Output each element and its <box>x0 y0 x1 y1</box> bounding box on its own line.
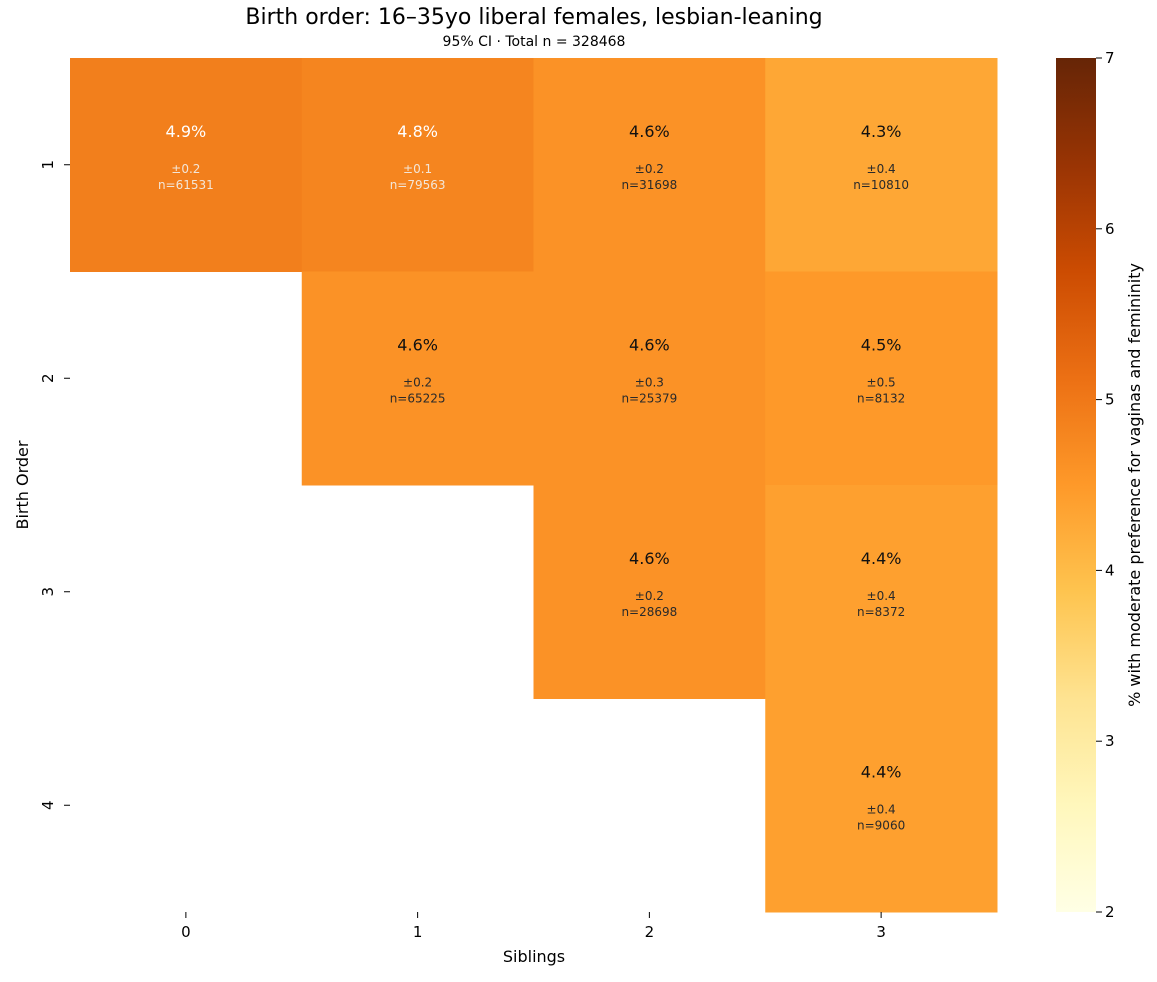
y-tick-label: 4 <box>39 800 57 810</box>
cell-ci-label: ±0.4 <box>867 589 896 603</box>
colorbar-ticks: 2 3 4 5 6 7 <box>1096 49 1115 921</box>
chart-title: Birth order: 16–35yo liberal females, le… <box>245 5 822 30</box>
cell-value-label: 4.6% <box>397 336 438 355</box>
cell-ci-label: ±0.4 <box>867 162 896 176</box>
heatmap-cell-rect <box>70 58 303 272</box>
heatmap-cell: 4.8% ±0.1 n=79563 <box>301 58 534 272</box>
cell-ci-label: ±0.5 <box>867 376 896 390</box>
heatmap-cell: 4.5% ±0.5 n=8132 <box>765 271 998 486</box>
heatmap-cell-rect <box>301 58 534 272</box>
heatmap-cell: 4.4% ±0.4 n=9060 <box>765 698 998 913</box>
cell-ci-label: ±0.1 <box>403 162 432 176</box>
cell-value-label: 4.4% <box>861 549 902 568</box>
y-tick-label: 1 <box>39 160 57 170</box>
heatmap-cell-rect <box>533 271 766 486</box>
heatmap-cell: 4.6% ±0.2 n=28698 <box>533 485 766 699</box>
heatmap-cell: 4.6% ±0.2 n=31698 <box>533 58 766 272</box>
heatmap-cell-rect <box>533 58 766 272</box>
cell-ci-label: ±0.2 <box>171 162 200 176</box>
cell-value-label: 4.4% <box>861 763 902 782</box>
cell-value-label: 4.6% <box>629 122 670 141</box>
cell-value-label: 4.9% <box>166 122 207 141</box>
heatmap-cell-rect <box>765 271 998 486</box>
cell-value-label: 4.6% <box>629 336 670 355</box>
x-tick-label: 0 <box>181 923 191 941</box>
heatmap-cell-rect <box>533 485 766 699</box>
cell-ci-label: ±0.2 <box>635 589 664 603</box>
colorbar-label: % with moderate preference for vaginas a… <box>1125 263 1144 707</box>
x-tick-label: 1 <box>413 923 423 941</box>
heatmap-cell: 4.6% ±0.2 n=65225 <box>301 271 534 486</box>
cell-n-label: n=8372 <box>857 605 905 619</box>
cell-n-label: n=28698 <box>621 605 677 619</box>
x-axis-ticks: 0 1 2 3 <box>181 912 886 941</box>
heatmap-cell-rect <box>765 58 998 272</box>
cell-value-label: 4.8% <box>397 122 438 141</box>
colorbar-tick-label: 2 <box>1105 903 1115 921</box>
heatmap-cells: 4.9% ±0.2 n=61531 4.8% ±0.1 n=79563 4.6% ±0.2 n=… <box>70 58 998 913</box>
cell-n-label: n=10810 <box>853 178 909 192</box>
heatmap-cell: 4.4% ±0.4 n=8372 <box>765 485 998 699</box>
colorbar-tick-label: 5 <box>1105 391 1115 409</box>
y-tick-label: 3 <box>39 587 57 597</box>
colorbar <box>1056 58 1096 912</box>
cell-ci-label: ±0.3 <box>635 376 664 390</box>
cell-ci-label: ±0.2 <box>635 162 664 176</box>
cell-n-label: n=9060 <box>857 819 905 833</box>
x-tick-label: 3 <box>876 923 886 941</box>
colorbar-tick-label: 7 <box>1105 49 1115 67</box>
colorbar-tick-label: 6 <box>1105 220 1115 238</box>
cell-n-label: n=31698 <box>621 178 677 192</box>
x-tick-label: 2 <box>645 923 655 941</box>
cell-n-label: n=25379 <box>621 392 677 406</box>
cell-value-label: 4.5% <box>861 336 902 355</box>
cell-n-label: n=8132 <box>857 392 905 406</box>
colorbar-tick-label: 3 <box>1105 732 1115 750</box>
heatmap-cell-rect <box>301 271 534 486</box>
cell-n-label: n=79563 <box>390 178 446 192</box>
heatmap-cell-rect <box>765 698 998 913</box>
heatmap-cell: 4.3% ±0.4 n=10810 <box>765 58 998 272</box>
cell-value-label: 4.3% <box>861 122 902 141</box>
heatmap-cell: 4.6% ±0.3 n=25379 <box>533 271 766 486</box>
heatmap-cell: 4.9% ±0.2 n=61531 <box>70 58 303 272</box>
y-axis-label: Birth Order <box>13 440 32 529</box>
cell-value-label: 4.6% <box>629 549 670 568</box>
colorbar-tick-label: 4 <box>1105 561 1115 579</box>
y-tick-label: 2 <box>39 373 57 383</box>
heatmap-cell-rect <box>765 485 998 699</box>
cell-n-label: n=61531 <box>158 178 214 192</box>
x-axis-label: Siblings <box>503 947 565 966</box>
y-axis-ticks: 1 2 3 4 <box>39 160 70 810</box>
cell-ci-label: ±0.2 <box>403 376 432 390</box>
cell-n-label: n=65225 <box>390 392 446 406</box>
cell-ci-label: ±0.4 <box>867 803 896 817</box>
chart-subtitle: 95% CI · Total n = 328468 <box>443 34 626 50</box>
